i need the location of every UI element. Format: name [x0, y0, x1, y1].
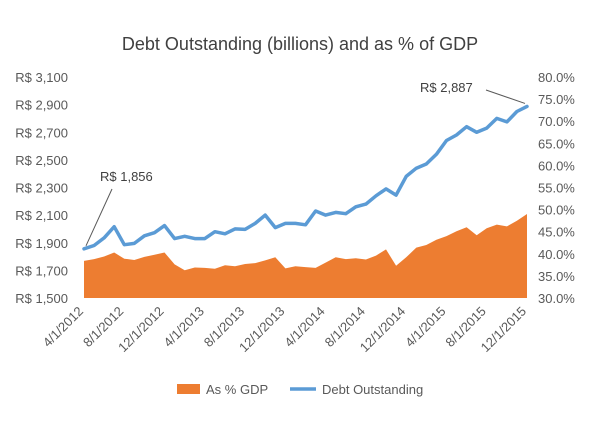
y-left-tick-label: R$ 2,500	[15, 153, 68, 168]
y-right-tick-label: 40.0%	[538, 247, 575, 262]
y-left-tick-label: R$ 3,100	[15, 70, 68, 85]
y-left-tick-label: R$ 1,500	[15, 291, 68, 306]
annotation-leader-end	[485, 89, 526, 104]
y-right-axis: 30.0% 35.0% 40.0% 45.0% 50.0% 55.0% 60.0% 65.0%…	[538, 70, 575, 306]
y-left-tick-label: R$ 1,700	[15, 263, 68, 278]
legend-swatch-as-pct-gdp	[177, 384, 200, 394]
y-right-tick-label: 30.0%	[538, 291, 575, 306]
y-right-tick-label: 80.0%	[538, 70, 575, 85]
annotation-label-start: R$ 1,856	[100, 169, 153, 184]
y-left-tick-label: R$ 2,100	[15, 208, 68, 223]
annotations: R$ 1,856 R$ 2,887	[85, 80, 526, 247]
y-left-tick-label: R$ 2,900	[15, 98, 68, 113]
y-left-tick-label: R$ 2,700	[15, 125, 68, 140]
series-debt-outstanding-line	[82, 104, 529, 251]
y-right-tick-label: 65.0%	[538, 136, 575, 151]
plot-area	[82, 104, 529, 298]
y-left-tick-label: R$ 1,900	[15, 236, 68, 251]
annotation-label-end: R$ 2,887	[420, 80, 473, 95]
y-left-axis: R$ 1,500 R$ 1,700 R$ 1,900 R$ 2,100 R$ 2,300…	[15, 70, 68, 306]
chart-title: Debt Outstanding (billions) and as % of …	[122, 34, 478, 54]
y-right-tick-label: 55.0%	[538, 181, 575, 196]
legend: As % GDP Debt Outstanding	[177, 382, 423, 397]
legend-label-debt-outstanding: Debt Outstanding	[322, 382, 423, 397]
y-right-tick-label: 70.0%	[538, 114, 575, 129]
y-right-tick-label: 75.0%	[538, 92, 575, 107]
y-right-tick-label: 50.0%	[538, 203, 575, 218]
y-right-tick-label: 60.0%	[538, 158, 575, 173]
legend-label-as-pct-gdp: As % GDP	[206, 382, 268, 397]
y-right-tick-label: 35.0%	[538, 269, 575, 284]
y-right-tick-label: 45.0%	[538, 225, 575, 240]
series-as-pct-gdp-area	[84, 214, 527, 298]
y-left-tick-label: R$ 2,300	[15, 181, 68, 196]
annotation-leader-start	[85, 188, 113, 247]
